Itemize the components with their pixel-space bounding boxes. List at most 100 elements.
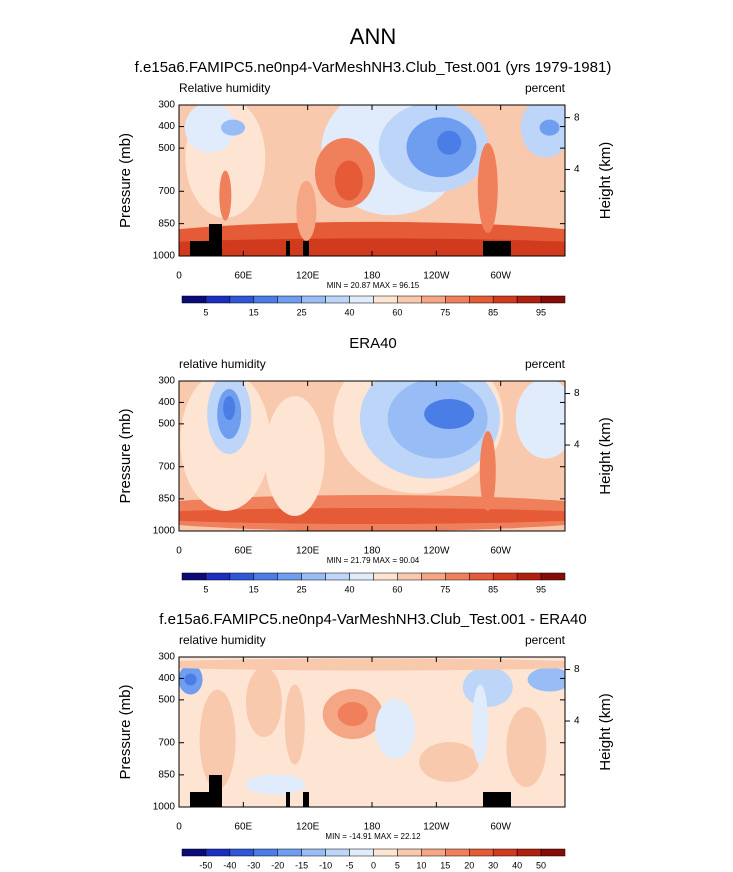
x-tick-label: 120W	[423, 271, 450, 282]
land	[286, 792, 290, 807]
colorbar-box	[325, 572, 350, 581]
land	[483, 241, 511, 256]
colorbar-label: 25	[297, 307, 307, 317]
y2-tick-label: 8	[574, 388, 580, 399]
colorbar-label: 60	[392, 307, 402, 317]
colorbar-label: 0	[371, 860, 376, 870]
contour-region	[245, 667, 282, 737]
colorbar-box	[492, 572, 518, 581]
colorbar-label: 50	[536, 860, 546, 870]
y-tick-label: 400	[158, 673, 175, 684]
colorbar-box	[301, 848, 326, 857]
x-tick-label: 0	[176, 271, 182, 282]
colorbar-box	[205, 848, 231, 857]
colorbar-box	[253, 848, 278, 857]
y-tick-label: 700	[158, 737, 175, 748]
x-tick-label: 0	[176, 822, 182, 833]
x-tick-label: 60E	[234, 822, 252, 833]
right-label: percent	[525, 357, 566, 371]
min-max: MIN = 21.79 MAX = 90.04	[327, 556, 420, 565]
left-label: relative humidity	[179, 357, 266, 371]
x-tick-label: 60W	[490, 271, 511, 282]
contour-region	[462, 667, 513, 707]
colorbar-box	[397, 572, 422, 581]
colorbar-label: -30	[247, 860, 260, 870]
colorbar-label: 5	[203, 584, 208, 594]
y-axis-label: Pressure (mb)	[117, 133, 134, 228]
panel-title: f.e15a6.FAMIPC5.ne0np4-VarMeshNH3.Club_T…	[159, 611, 586, 628]
y2-tick-label: 4	[574, 440, 580, 451]
colorbar-box	[445, 572, 470, 581]
colorbar-box	[301, 295, 326, 304]
colorbar-label: 15	[249, 307, 259, 317]
x-tick-label: 120E	[296, 546, 320, 557]
colorbar-box	[373, 295, 398, 304]
colorbar-label: 40	[512, 860, 522, 870]
y-tick-label: 400	[158, 121, 175, 132]
colorbar-box	[540, 572, 566, 581]
colorbar-box	[349, 848, 374, 857]
y-tick-label: 1000	[153, 802, 176, 813]
colorbar-box	[253, 572, 278, 581]
x-tick-label: 60W	[490, 822, 511, 833]
colorbar-label: 40	[345, 307, 355, 317]
contour-region	[539, 119, 560, 136]
colorbar-box	[397, 295, 422, 304]
colorbar-box	[277, 848, 302, 857]
contour-region	[477, 143, 498, 234]
colorbar-label: 5	[203, 307, 208, 317]
colorbar-label: 5	[395, 860, 400, 870]
x-tick-label: 60E	[234, 546, 252, 557]
y2-axis-label: Height (km)	[597, 693, 614, 771]
colorbar-box	[469, 848, 494, 857]
colorbar-label: 95	[536, 307, 546, 317]
colorbar-box	[349, 572, 374, 581]
left-label: relative humidity	[179, 633, 266, 647]
colorbar-box	[229, 295, 255, 304]
right-label: percent	[525, 81, 566, 95]
y-tick-label: 850	[158, 769, 175, 780]
y2-tick-label: 4	[574, 164, 580, 175]
colorbar-label: 85	[488, 307, 498, 317]
contour-region	[184, 105, 235, 153]
colorbar-box	[325, 295, 350, 304]
y-axis-label: Pressure (mb)	[117, 408, 134, 503]
x-tick-label: 180	[364, 271, 381, 282]
colorbar-label: 40	[345, 584, 355, 594]
colorbar-box	[277, 572, 302, 581]
y2-axis-label: Height (km)	[597, 142, 614, 220]
colorbar-box	[325, 848, 350, 857]
colorbar-label: -20	[271, 860, 284, 870]
land	[303, 792, 309, 807]
land	[209, 224, 222, 256]
contour-region	[223, 396, 236, 420]
contour-region	[424, 399, 475, 429]
colorbar-box	[421, 295, 446, 304]
y-axis-label: Pressure (mb)	[117, 684, 134, 779]
y-tick-label: 500	[158, 418, 175, 429]
y-tick-label: 300	[158, 652, 175, 663]
contour-region	[245, 774, 306, 795]
colorbar-box	[181, 848, 207, 857]
x-tick-label: 60E	[234, 271, 252, 282]
y-tick-label: 700	[158, 461, 175, 472]
colorbar-box	[205, 295, 231, 304]
colorbar-label: -15	[295, 860, 308, 870]
y2-axis-label: Height (km)	[597, 417, 614, 495]
y-tick-label: 300	[158, 376, 175, 387]
contour-region	[199, 689, 236, 790]
colorbar-label: 75	[440, 584, 450, 594]
contour-region	[337, 702, 368, 726]
colorbar-box	[516, 572, 542, 581]
y-tick-label: 500	[158, 143, 175, 154]
colorbar-box	[421, 572, 446, 581]
land	[209, 775, 222, 807]
x-tick-label: 60W	[490, 546, 511, 557]
colorbar-box	[516, 295, 542, 304]
colorbar-label: 95	[536, 584, 546, 594]
colorbar-box	[421, 848, 446, 857]
y2-tick-label: 4	[574, 716, 580, 727]
contour-field	[179, 381, 565, 531]
contour-region	[179, 508, 565, 524]
